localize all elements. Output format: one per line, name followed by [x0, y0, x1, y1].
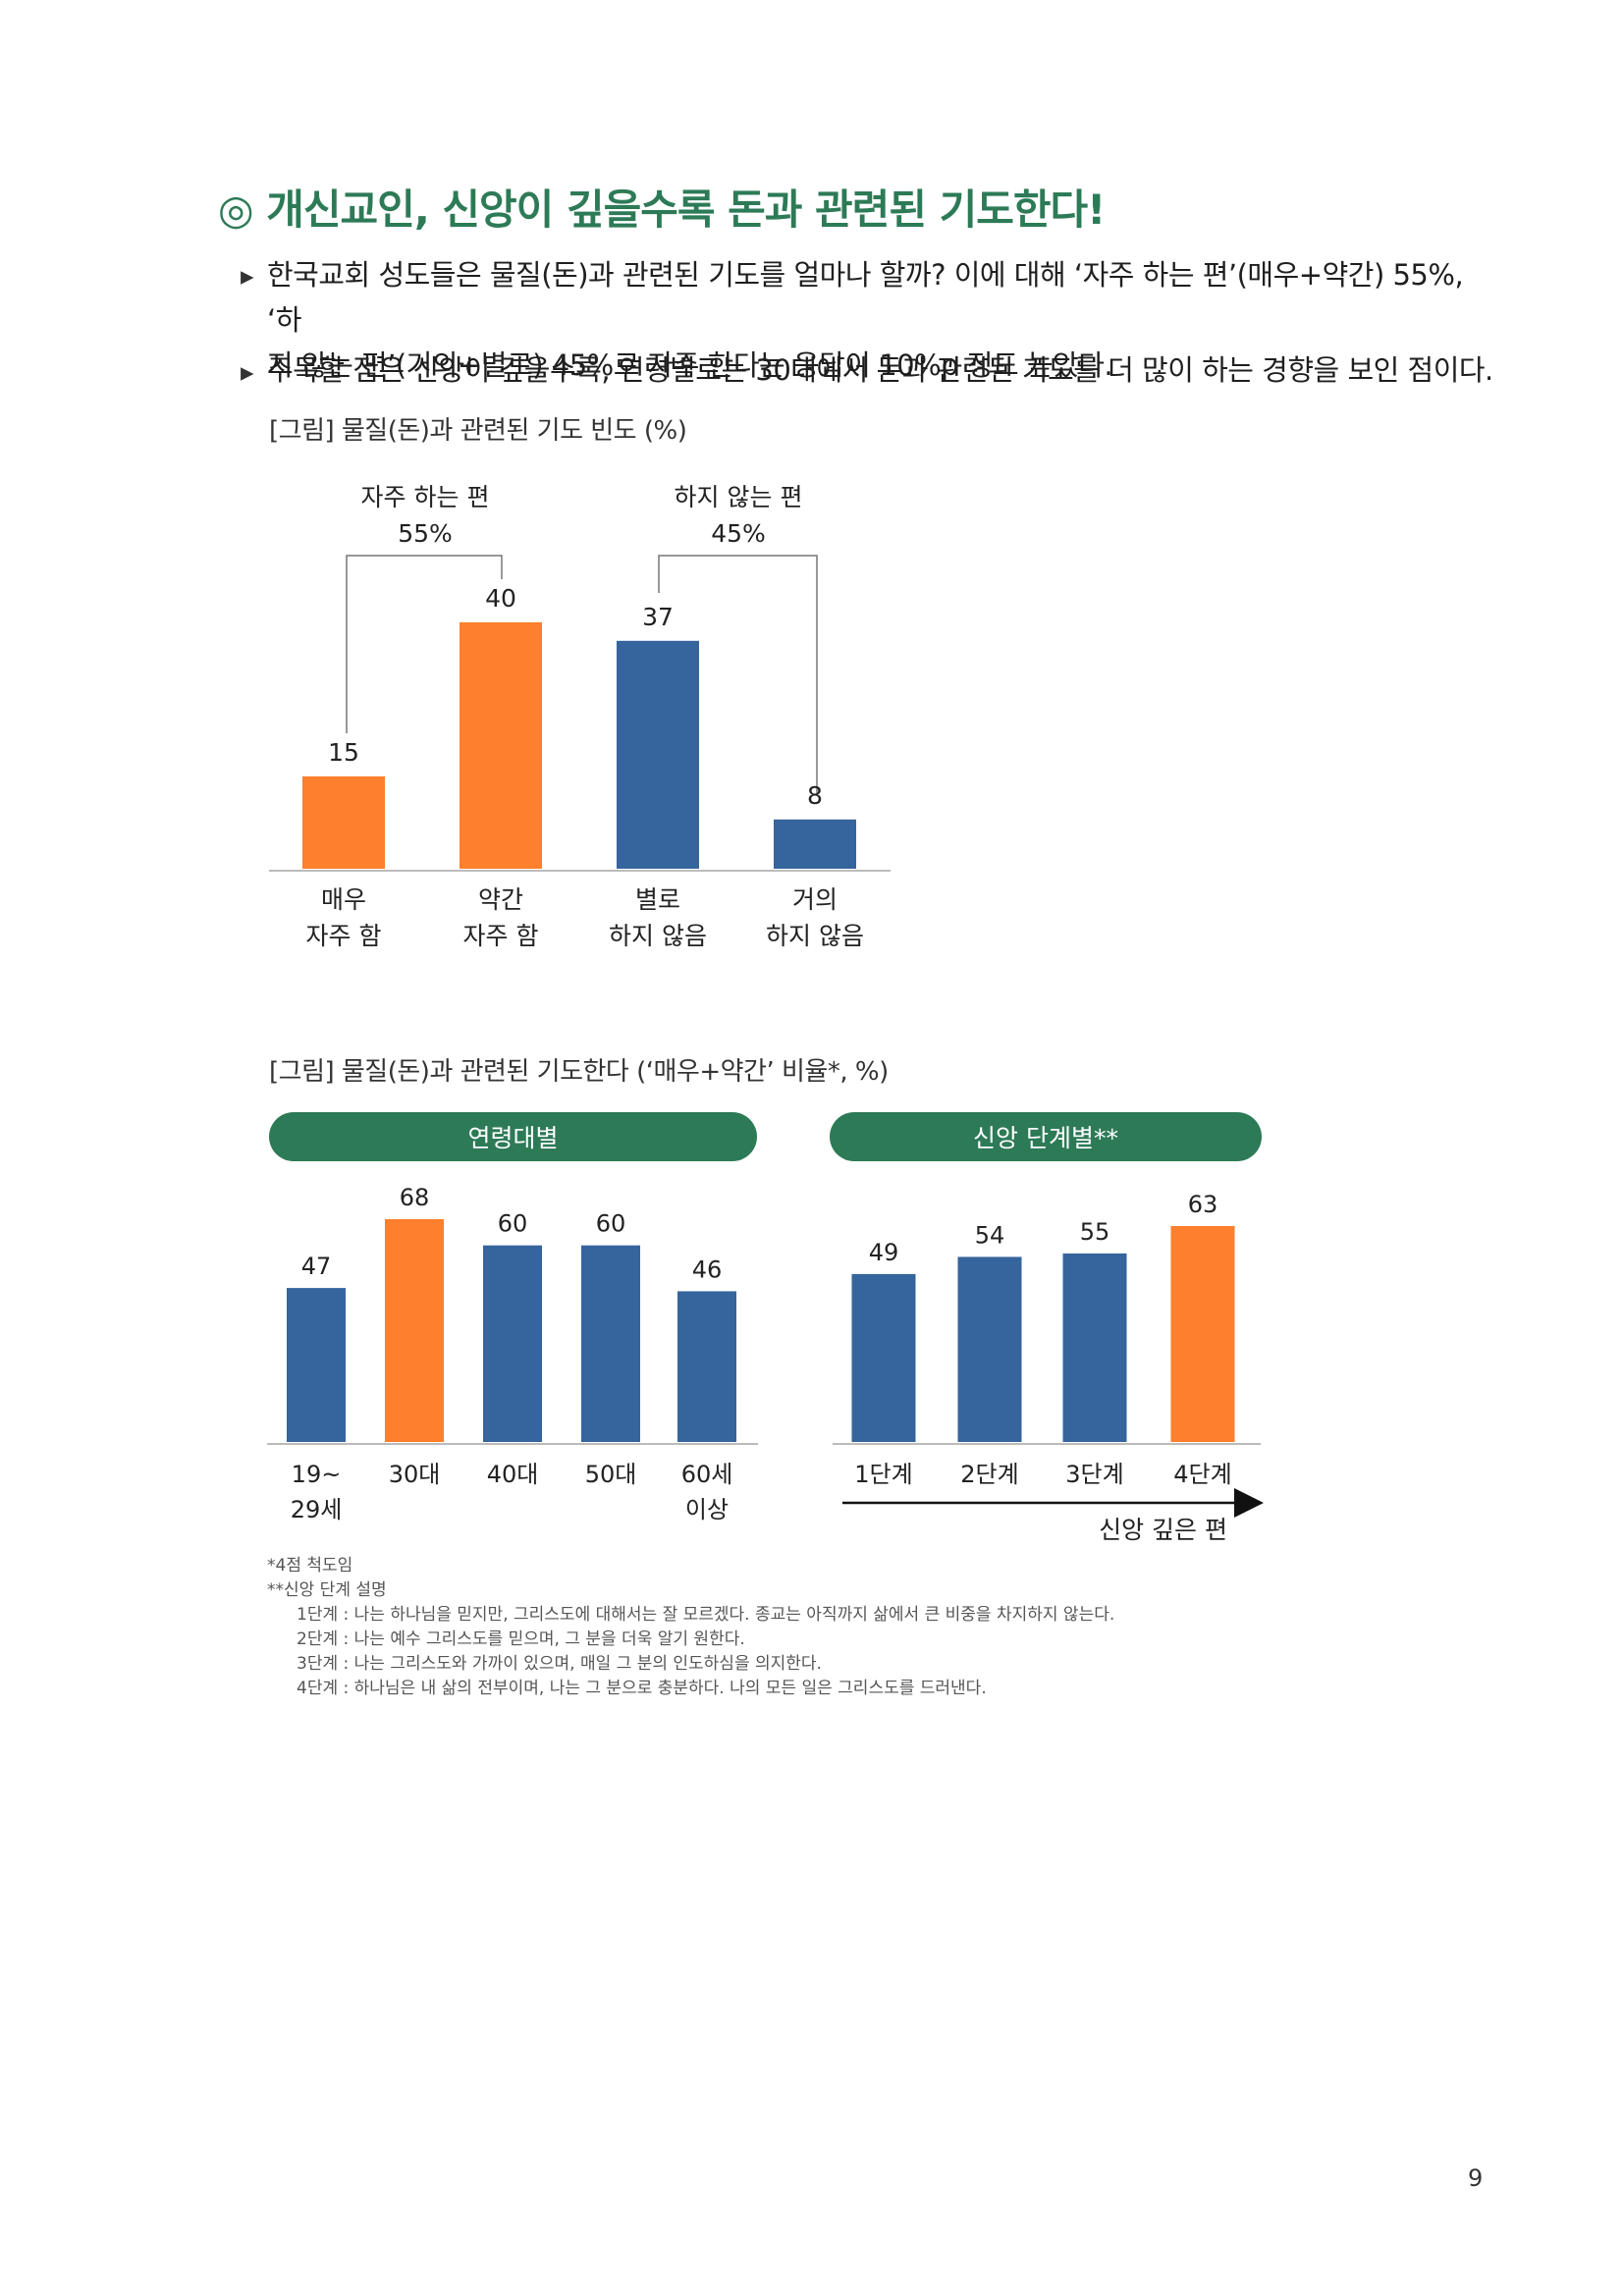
chart-1-category-label: 하지 않음: [609, 922, 707, 950]
chart-2-value-label: 68: [400, 1184, 430, 1211]
chart-3-bar: [957, 1256, 1022, 1442]
figure-1-caption: [그림] 물질(돈)과 관련된 기도 빈도 (%): [269, 416, 687, 446]
footnote-stage-2: 2단계 : 나는 예수 그리스도를 믿으며, 그 분을 더욱 알기 원한다.: [297, 1629, 745, 1649]
chart-2-category-label: 이상: [685, 1496, 729, 1523]
chart-2-category-label: 29세: [291, 1496, 343, 1523]
chart-2-category-label: 60세: [681, 1461, 733, 1488]
bullet-1-line-2: 지 않는 편’(거의+별로) 45%로 자주 한다는 응답이 10%p 정도 높…: [267, 348, 1113, 382]
bullet-marker: ▸: [241, 261, 254, 292]
chart-3-value-label: 63: [1188, 1191, 1218, 1218]
chart-2-value-label: 60: [596, 1210, 626, 1238]
chart-1-bar: [460, 622, 542, 869]
chart-3-bar: [1062, 1253, 1127, 1442]
chart-1-value-label: 8: [807, 781, 823, 810]
chart-1-value-label: 37: [642, 603, 674, 631]
bullet-marker: ▸: [241, 357, 254, 388]
chart-2-bar: [677, 1291, 736, 1442]
group-often-value: 55%: [398, 519, 453, 548]
chart-1-category-label: 별로: [635, 885, 680, 914]
chart-1-bar: [302, 775, 385, 869]
chart-1-category-label: 자주 함: [306, 922, 382, 950]
chart-3-value-label: 55: [1080, 1218, 1110, 1246]
group-not-bracket: [658, 555, 818, 795]
chart-3-value-label: 49: [869, 1239, 899, 1266]
chart-3-bar: [851, 1273, 916, 1442]
chart-1-category-label: 하지 않음: [766, 922, 864, 950]
chart-3-category-label: 3단계: [1065, 1461, 1123, 1488]
faith-depth-label: 신앙 깊은 편: [1099, 1516, 1227, 1544]
chart-1-value-label: 15: [328, 738, 359, 767]
panel-faith-title: 신앙 단계별**: [830, 1112, 1262, 1161]
footnote-stage-4: 4단계 : 하나님은 내 삶의 전부이며, 나는 그 분으로 충분하다. 나의 …: [297, 1679, 987, 1698]
section-title: ◎ 개신교인, 신앙이 깊을수록 돈과 관련된 기도한다!: [218, 186, 1106, 234]
chart-1-category-label: 매우: [321, 885, 366, 914]
footnote-stage-3: 3단계 : 나는 그리스도와 가까이 있으며, 매일 그 분의 인도하심을 의지…: [297, 1654, 822, 1674]
group-often-bracket: [346, 555, 503, 733]
chart-2-value-label: 60: [498, 1210, 528, 1238]
panel-age-title: 연령대별: [269, 1112, 757, 1161]
group-often-label: 자주 하는 편: [361, 483, 490, 511]
footnote-scale: *4점 척도임: [267, 1556, 353, 1575]
chart-1-category-label: 거의: [792, 885, 838, 914]
chart-3-value-label: 54: [975, 1221, 1005, 1249]
chart-2-value-label: 47: [301, 1253, 332, 1280]
group-not-label: 하지 않는 편: [675, 483, 803, 511]
chart-2-category-label: 50대: [585, 1461, 637, 1488]
chart-2-bar: [385, 1219, 444, 1442]
bullet-paragraph-1: 한국교회 성도들은 물질(돈)과 관련된 기도를 얼마나 할까? 이에 대해 ‘…: [267, 252, 1494, 388]
page-number: 9: [1468, 2164, 1484, 2192]
chart-2-category-label: 40대: [487, 1461, 539, 1488]
chart-3-bar: [1170, 1226, 1235, 1442]
chart-3-category-label: 4단계: [1173, 1461, 1231, 1488]
group-not-value: 45%: [711, 519, 766, 548]
chart-2-bar: [287, 1288, 346, 1442]
chart-1-category-label: 약간: [478, 885, 523, 914]
chart-3-category-label: 2단계: [960, 1461, 1018, 1488]
chart-1-bar: [774, 819, 856, 869]
footnote-stage-heading: **신앙 단계 설명: [267, 1580, 387, 1600]
chart-2-category-label: 19~: [292, 1461, 342, 1488]
footnote-stage-1: 1단계 : 나는 하나님을 믿지만, 그리스도에 대해서는 잘 모르겠다. 종교…: [297, 1605, 1115, 1625]
bullet-1-line-1: 한국교회 성도들은 물질(돈)과 관련된 기도를 얼마나 할까? 이에 대해 ‘…: [267, 258, 1464, 337]
figure-2-caption: [그림] 물질(돈)과 관련된 기도한다 (‘매우+약간’ 비율*, %): [269, 1057, 889, 1087]
chart-2-category-label: 30대: [389, 1461, 441, 1488]
chart-2-value-label: 46: [692, 1255, 723, 1283]
bullet-paragraph-2: 주목할 점은 신앙이 깊을수록, 연령별로는 30대에서 돈과 관련된 기도를 …: [267, 347, 1494, 393]
bullet-2-line-1: 주목할 점은 신앙이 깊을수록, 연령별로는 30대에서 돈과 관련된 기도를 …: [267, 353, 1493, 387]
footnotes: *4점 척도임 **신앙 단계 설명 1단계 : 나는 하나님을 믿지만, 그리…: [267, 1554, 1114, 1701]
chart-3-category-label: 1단계: [854, 1461, 912, 1488]
chart-2-bar: [483, 1245, 542, 1442]
chart-1-category-label: 자주 함: [463, 922, 539, 950]
chart-2-bar: [581, 1245, 640, 1442]
chart-1-value-label: 40: [485, 584, 516, 613]
chart-1-bar: [617, 640, 699, 869]
